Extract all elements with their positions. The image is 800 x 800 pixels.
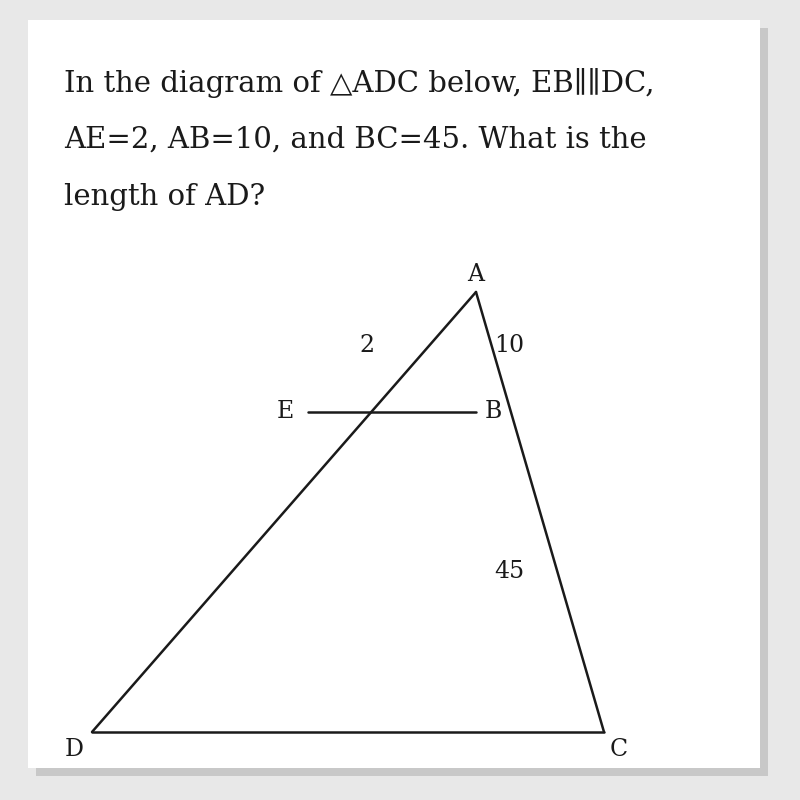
Text: 10: 10	[494, 334, 525, 357]
Text: length of AD?: length of AD?	[64, 183, 265, 211]
FancyBboxPatch shape	[36, 28, 768, 776]
Text: 45: 45	[494, 561, 525, 583]
Text: D: D	[65, 738, 84, 761]
Text: 2: 2	[359, 334, 374, 357]
Text: B: B	[485, 401, 502, 423]
Text: A: A	[467, 263, 485, 286]
Text: In the diagram of △ADC below, EB∥∥DC,: In the diagram of △ADC below, EB∥∥DC,	[64, 68, 654, 98]
FancyBboxPatch shape	[28, 20, 760, 768]
Text: AE=2, AB=10, and BC=45. What is the: AE=2, AB=10, and BC=45. What is the	[64, 126, 646, 154]
Text: C: C	[610, 738, 627, 761]
Text: E: E	[277, 401, 294, 423]
